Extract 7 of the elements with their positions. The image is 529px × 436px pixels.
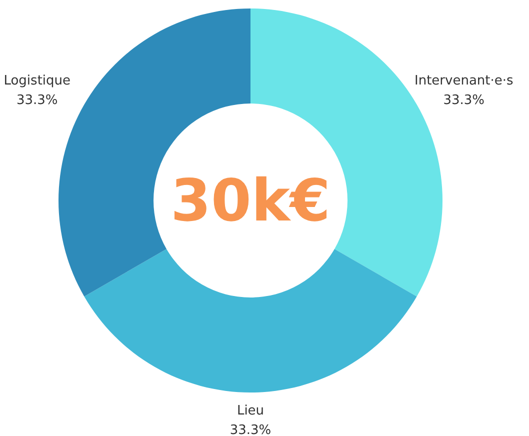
data-label: 33.3% [16, 92, 58, 108]
slice-label: Logistique [4, 73, 71, 88]
data-label: 33.3% [230, 422, 272, 436]
slice-label: Intervenant·e·s [414, 73, 514, 88]
slice-label: Lieu [236, 403, 264, 418]
text: 30k€ [170, 166, 330, 234]
data-label: 33.3% [443, 92, 485, 108]
